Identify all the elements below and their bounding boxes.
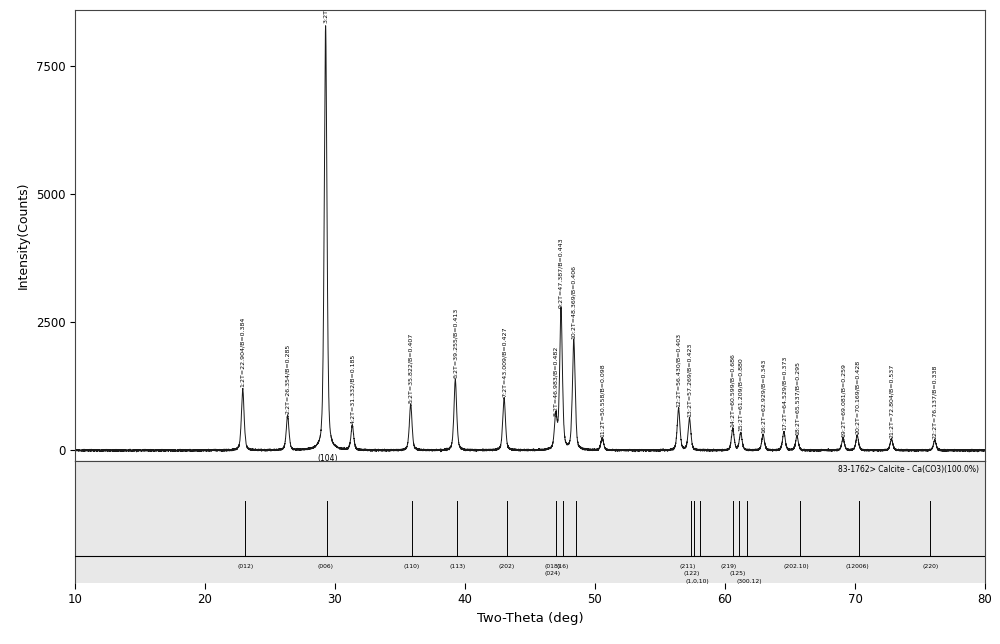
Text: 16:2T=62.929/B=0.343: 16:2T=62.929/B=0.343 — [761, 359, 766, 433]
Text: 18:2T=65.537/B=0.295: 18:2T=65.537/B=0.295 — [794, 361, 799, 435]
Text: (104): (104) — [317, 454, 337, 463]
Text: 83-1762> Calcite - Ca(CO3)(100.0%): 83-1762> Calcite - Ca(CO3)(100.0%) — [838, 465, 978, 474]
Text: 20:2T=70.169/B=0.428: 20:2T=70.169/B=0.428 — [855, 360, 860, 434]
Text: (300.12): (300.12) — [736, 579, 762, 584]
Text: (16): (16) — [556, 564, 569, 569]
Text: 11:2T=50.558/B=0.098: 11:2T=50.558/B=0.098 — [600, 363, 605, 437]
Text: 19:2T=69.081/B=0.259: 19:2T=69.081/B=0.259 — [841, 363, 846, 437]
Text: 12:2T=56.430/B=0.403: 12:2T=56.430/B=0.403 — [676, 333, 681, 407]
Text: 9:2T=47.387/B=0.443: 9:2T=47.387/B=0.443 — [559, 238, 564, 308]
Text: 5:2T=35.822/B=0.407: 5:2T=35.822/B=0.407 — [408, 332, 413, 402]
Text: (12006): (12006) — [846, 564, 869, 569]
Text: (202): (202) — [498, 564, 515, 569]
Text: (024): (024) — [545, 571, 561, 576]
Text: 22:2T=76.137/B=0.338: 22:2T=76.137/B=0.338 — [932, 365, 937, 439]
Text: (1,0,10): (1,0,10) — [686, 579, 710, 584]
Text: (012): (012) — [237, 564, 253, 569]
Text: (220): (220) — [922, 564, 939, 569]
Text: 4:2T=31.332/B=0.185: 4:2T=31.332/B=0.185 — [350, 354, 355, 424]
Text: 2:2T=26.354/B=0.285: 2:2T=26.354/B=0.285 — [285, 344, 290, 414]
Text: 10:2T=48.369/B=0.406: 10:2T=48.369/B=0.406 — [571, 265, 576, 339]
Text: (219): (219) — [720, 564, 736, 569]
Text: 21:2T=72.804/B=0.537: 21:2T=72.804/B=0.537 — [889, 363, 894, 438]
Text: (125): (125) — [730, 571, 746, 576]
Text: (113): (113) — [449, 564, 465, 569]
Text: (211): (211) — [679, 564, 695, 569]
Text: 15:2T=61.209/B=0.880: 15:2T=61.209/B=0.880 — [738, 357, 743, 431]
Text: 3:2T=29.277/B=0.339: 3:2T=29.277/B=0.339 — [323, 0, 328, 23]
Text: 6:2T=39.255/B=0.413: 6:2T=39.255/B=0.413 — [453, 308, 458, 378]
X-axis label: Two-Theta (deg): Two-Theta (deg) — [477, 612, 583, 625]
Text: (122): (122) — [683, 571, 699, 576]
Text: 14:2T=60.599/B=0.686: 14:2T=60.599/B=0.686 — [730, 354, 735, 428]
Text: (006): (006) — [318, 564, 334, 569]
Text: 8:2T=46.983/B=0.482: 8:2T=46.983/B=0.482 — [553, 345, 558, 415]
Text: 17:2T=64.529/B=0.373: 17:2T=64.529/B=0.373 — [781, 356, 786, 430]
Text: 13:2T=57.269/B=0.423: 13:2T=57.269/B=0.423 — [687, 343, 692, 417]
Y-axis label: Intensity(Counts): Intensity(Counts) — [17, 182, 30, 289]
Text: (110): (110) — [404, 564, 420, 569]
Text: (018): (018) — [545, 564, 561, 569]
Text: 1:2T=22.904/B=0.384: 1:2T=22.904/B=0.384 — [240, 317, 245, 388]
Text: (202.10): (202.10) — [784, 564, 809, 569]
Text: 7:2T=43.009/B=0.427: 7:2T=43.009/B=0.427 — [502, 326, 507, 397]
